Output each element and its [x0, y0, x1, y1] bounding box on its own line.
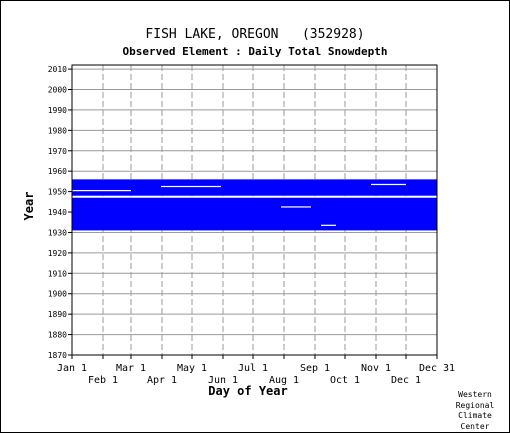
x-tick-label: Jun 1 — [208, 375, 238, 386]
x-tick-label: Dec 31 — [419, 363, 455, 374]
chart-subtitle: Observed Element : Daily Total Snowdepth — [123, 45, 388, 58]
missing-gap — [72, 196, 437, 198]
missing-gap — [371, 183, 406, 186]
x-axis-label: Day of Year — [208, 384, 287, 398]
y-tick-label: 1900 — [48, 290, 67, 299]
credit-line-3: Climate — [458, 411, 492, 420]
y-tick-label: 1970 — [48, 147, 67, 156]
missing-gap — [161, 185, 221, 188]
y-tick-label: 1980 — [48, 126, 67, 135]
x-tick-label: Apr 1 — [147, 375, 177, 386]
x-tick-label: Nov 1 — [361, 363, 391, 374]
y-tick-label: 2010 — [48, 65, 67, 74]
x-tick-label: Feb 1 — [88, 375, 118, 386]
credit-line-4: Center — [460, 421, 490, 431]
y-tick-label: 1960 — [48, 167, 67, 176]
y-axis-label: Year — [22, 192, 36, 221]
y-tick-label: 1940 — [48, 208, 67, 217]
y-tick-label: 1930 — [48, 228, 67, 237]
y-tick-label: 1880 — [48, 331, 67, 340]
coverage-block — [72, 179, 437, 196]
x-tick-label: Dec 1 — [391, 375, 421, 386]
missing-gap — [321, 224, 336, 226]
missing-gap — [281, 206, 311, 208]
x-tick-label: Aug 1 — [269, 375, 299, 386]
x-tick-label: Jan 1 — [57, 363, 87, 374]
missing-gap — [72, 189, 131, 192]
y-tick-label: 1890 — [48, 310, 67, 319]
y-tick-label: 1910 — [48, 269, 67, 278]
credit-line-1: Western — [458, 390, 492, 399]
y-tick-label: 1920 — [48, 249, 67, 258]
wrcc-credit: Western Regional Climate Center — [448, 390, 502, 432]
x-tick-label: Jul 1 — [238, 363, 268, 374]
chart-title: FISH LAKE, OREGON (352928) — [145, 27, 364, 42]
x-tick-label: Mar 1 — [116, 363, 146, 374]
y-tick-label: 2000 — [48, 86, 67, 95]
credit-line-2: Regional — [455, 400, 495, 410]
x-tick-label: May 1 — [177, 363, 207, 374]
y-tick-label: 1950 — [48, 188, 67, 197]
data-region — [72, 179, 437, 231]
x-tick-label: Sep 1 — [300, 363, 330, 374]
y-tick-label: 1990 — [48, 106, 67, 115]
axes: 1870 1880 1890 1900 1910 1920 1930 1940 1950 1960… — [48, 64, 455, 386]
coverage-block — [72, 197, 437, 231]
y-tick-label: 1870 — [48, 351, 67, 360]
plot-border — [71, 64, 438, 356]
x-tick-label: Oct 1 — [330, 375, 360, 386]
